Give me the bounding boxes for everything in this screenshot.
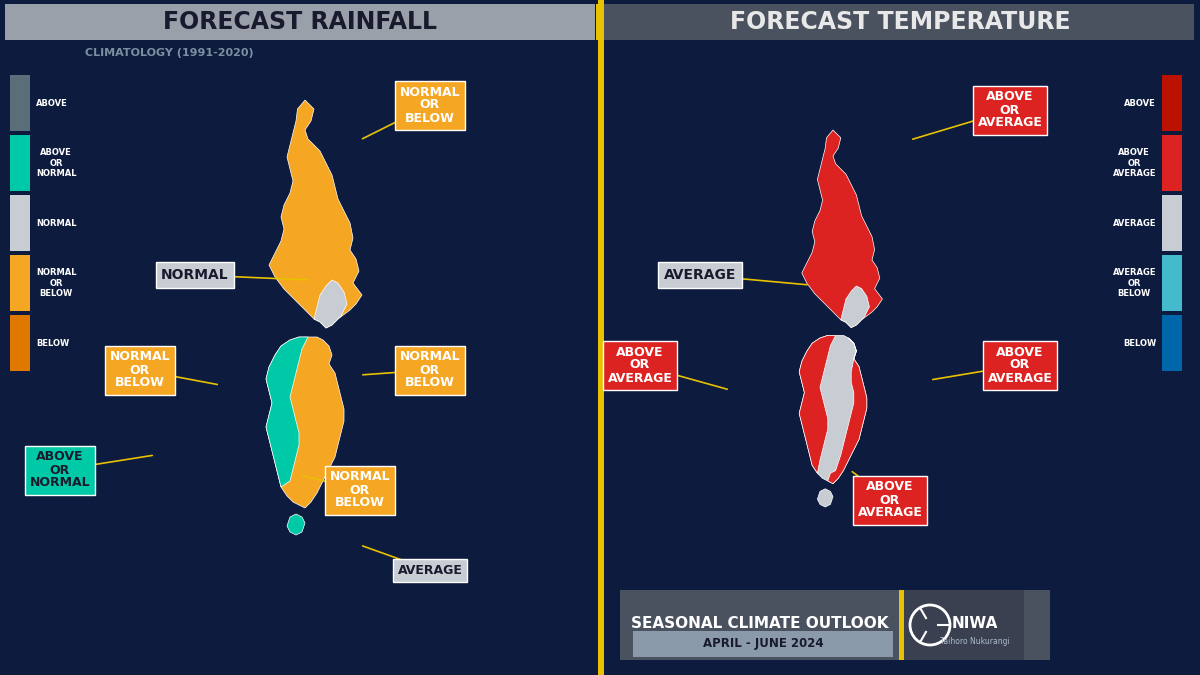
FancyBboxPatch shape (1162, 195, 1182, 251)
FancyBboxPatch shape (1162, 315, 1182, 371)
Text: NORMAL
OR
BELOW: NORMAL OR BELOW (400, 86, 461, 124)
FancyBboxPatch shape (596, 4, 604, 40)
Polygon shape (287, 514, 305, 535)
Text: ABOVE
OR
AVERAGE: ABOVE OR AVERAGE (978, 90, 1043, 130)
Polygon shape (817, 489, 833, 507)
FancyBboxPatch shape (10, 75, 30, 131)
Polygon shape (802, 130, 882, 327)
FancyBboxPatch shape (620, 590, 1050, 660)
FancyBboxPatch shape (634, 631, 893, 657)
Text: NORMAL: NORMAL (161, 268, 229, 282)
Polygon shape (828, 338, 866, 483)
Text: NORMAL
OR
BELOW: NORMAL OR BELOW (109, 350, 170, 389)
FancyBboxPatch shape (598, 0, 604, 675)
Polygon shape (266, 337, 344, 508)
Polygon shape (799, 335, 835, 473)
FancyBboxPatch shape (10, 195, 30, 251)
FancyBboxPatch shape (904, 590, 1024, 660)
Polygon shape (841, 286, 869, 327)
Text: AVERAGE: AVERAGE (397, 564, 462, 576)
Text: AVERAGE: AVERAGE (664, 268, 736, 282)
FancyBboxPatch shape (1162, 255, 1182, 311)
FancyBboxPatch shape (10, 315, 30, 371)
Text: Taihoro Nukurangi: Taihoro Nukurangi (940, 637, 1010, 647)
Text: BELOW: BELOW (1123, 338, 1156, 348)
Polygon shape (314, 280, 347, 328)
Text: ABOVE
OR
AVERAGE: ABOVE OR AVERAGE (858, 481, 923, 520)
FancyBboxPatch shape (1162, 135, 1182, 191)
Text: APRIL - JUNE 2024: APRIL - JUNE 2024 (703, 637, 823, 651)
FancyBboxPatch shape (10, 135, 30, 191)
Text: NIWA: NIWA (952, 616, 998, 630)
Text: AVERAGE
OR
BELOW: AVERAGE OR BELOW (1112, 268, 1156, 298)
Text: NORMAL
OR
BELOW: NORMAL OR BELOW (330, 470, 390, 510)
Text: ABOVE: ABOVE (36, 99, 67, 107)
Text: SEASONAL CLIMATE OUTLOOK: SEASONAL CLIMATE OUTLOOK (631, 616, 889, 630)
Text: ABOVE
OR
NORMAL: ABOVE OR NORMAL (30, 450, 90, 489)
Text: NORMAL
OR
BELOW: NORMAL OR BELOW (400, 350, 461, 389)
Text: ABOVE
OR
NORMAL: ABOVE OR NORMAL (36, 148, 77, 178)
Text: NORMAL: NORMAL (36, 219, 77, 227)
Text: FORECAST TEMPERATURE: FORECAST TEMPERATURE (730, 10, 1070, 34)
Text: FORECAST RAINFALL: FORECAST RAINFALL (163, 10, 437, 34)
Text: CLIMATOLOGY (1991-2020): CLIMATOLOGY (1991-2020) (85, 48, 253, 58)
Polygon shape (799, 335, 866, 483)
FancyBboxPatch shape (5, 4, 595, 40)
Text: ABOVE
OR
AVERAGE: ABOVE OR AVERAGE (988, 346, 1052, 385)
Text: ABOVE
OR
AVERAGE: ABOVE OR AVERAGE (1112, 148, 1156, 178)
Text: ABOVE: ABOVE (1124, 99, 1156, 107)
Polygon shape (269, 100, 362, 328)
Text: NORMAL
OR
BELOW: NORMAL OR BELOW (36, 268, 77, 298)
FancyBboxPatch shape (604, 4, 1194, 40)
FancyBboxPatch shape (10, 255, 30, 311)
Text: ABOVE
OR
AVERAGE: ABOVE OR AVERAGE (607, 346, 672, 385)
Polygon shape (266, 337, 308, 487)
FancyBboxPatch shape (1162, 75, 1182, 131)
Text: BELOW: BELOW (36, 338, 70, 348)
Text: AVERAGE: AVERAGE (1112, 219, 1156, 227)
FancyBboxPatch shape (899, 590, 904, 660)
